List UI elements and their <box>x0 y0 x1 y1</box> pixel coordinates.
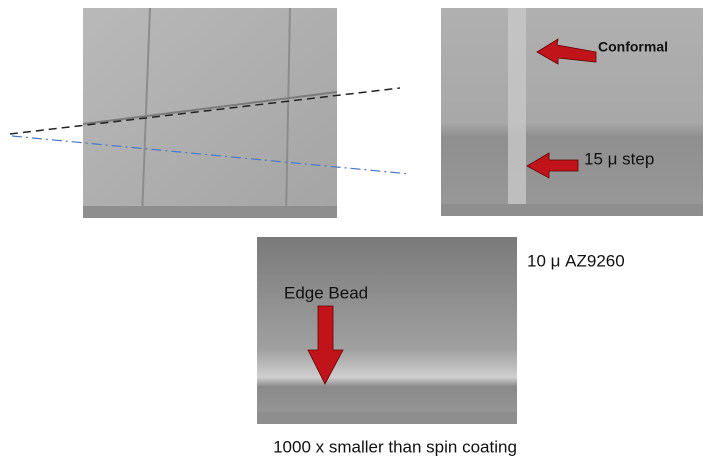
arrow <box>307 305 344 385</box>
annotation: 15 μ step <box>584 149 654 168</box>
annotation: Edge Bead <box>284 283 368 302</box>
sem-image-edge-bead <box>257 237 517 424</box>
dashed-line <box>9 87 401 135</box>
arrow <box>526 152 579 179</box>
dash-dot-line <box>11 135 411 175</box>
annotation: Conformal <box>598 39 668 55</box>
annotation: 10 μ AZ9260 <box>527 251 625 270</box>
sem-image-step <box>441 8 703 216</box>
caption: 1000 x smaller than spin coating <box>273 437 517 456</box>
sem-image-grid <box>82 7 338 219</box>
arrow <box>536 38 597 65</box>
